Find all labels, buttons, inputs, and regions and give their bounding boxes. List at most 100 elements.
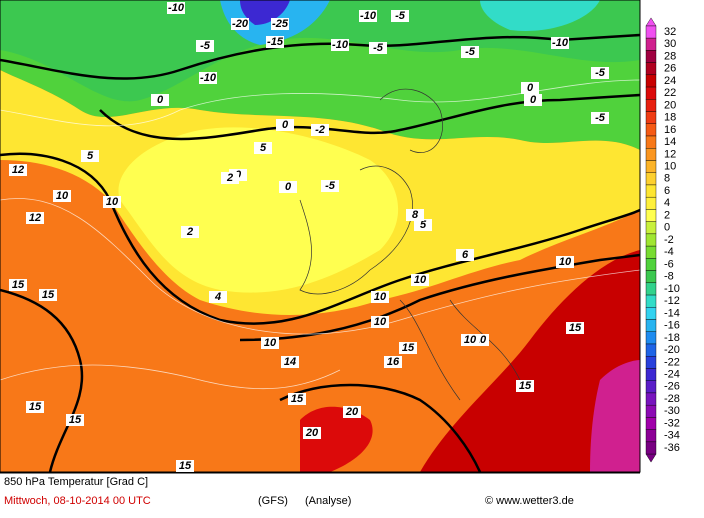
colorbar-label: -2	[664, 234, 674, 246]
colorbar-label: -18	[664, 332, 680, 344]
label-box	[196, 40, 214, 52]
colorbar-label: 18	[664, 112, 676, 124]
contour-label: 14	[284, 356, 296, 368]
label-box	[524, 94, 542, 106]
map	[0, 0, 641, 473]
label-box	[384, 356, 402, 368]
colorbar-label: -24	[664, 368, 680, 380]
colorbar-label: -22	[664, 356, 680, 368]
contour-label: 10	[414, 274, 427, 286]
colorbar-label: 26	[664, 63, 676, 75]
contour-label: -5	[200, 40, 211, 52]
contour-label: 0	[527, 82, 534, 94]
colorbar-box	[645, 429, 657, 443]
contour-label: 0	[285, 181, 292, 193]
label-box	[261, 337, 279, 349]
contour-label: 5	[420, 219, 427, 231]
contour-label: 0	[157, 94, 164, 106]
contour-label: 10	[374, 316, 387, 328]
contour-label: -20	[232, 18, 249, 30]
contour-label: -5	[595, 112, 606, 124]
colorbar-label: 10	[664, 160, 676, 172]
contour-label: 15	[402, 342, 415, 354]
colorbar-label: 32	[664, 26, 676, 38]
label-box	[516, 380, 534, 392]
contour-label: -2	[315, 124, 325, 136]
contour-label: 12	[12, 164, 24, 176]
colorbar-label: -28	[664, 393, 680, 405]
label-box	[66, 414, 84, 426]
label-box	[231, 18, 249, 30]
label-box	[406, 209, 424, 221]
map-frame	[0, 0, 641, 473]
colorbar-box	[645, 307, 657, 320]
colorbar-box	[645, 148, 657, 161]
colorbar-label: -4	[664, 246, 674, 258]
colorbar-label: 12	[664, 148, 676, 160]
colorbar-label: 14	[664, 136, 676, 148]
colorbar-label: -14	[664, 307, 680, 319]
contour-label: 8	[412, 209, 419, 221]
colorbar-arrow-bottom	[645, 453, 657, 463]
contour-label: 15	[69, 414, 82, 426]
contour-label: -5	[595, 67, 606, 79]
colorbar-box	[645, 417, 657, 430]
colorbar-label: 0	[664, 222, 670, 234]
contour-label: -10	[552, 37, 569, 49]
colorbar-box	[645, 233, 657, 247]
label-box	[209, 291, 227, 303]
label-box	[281, 356, 299, 368]
colorbar-box	[645, 50, 657, 63]
label-box	[591, 67, 609, 79]
colorbar-label: -20	[664, 344, 680, 356]
label-box	[271, 18, 289, 30]
colorbar-box	[645, 184, 657, 198]
contour-label: 15	[291, 393, 304, 405]
colorbar-box	[645, 86, 657, 100]
label-box	[456, 249, 474, 261]
colorbar-box	[645, 160, 657, 173]
colorbar-box	[645, 282, 657, 296]
contour-label: 5	[260, 142, 267, 154]
label-box	[331, 39, 349, 51]
contour-label: 12	[29, 212, 41, 224]
label-box	[254, 142, 272, 154]
hottest-region	[590, 360, 640, 472]
source: © www.wetter3.de	[485, 495, 574, 507]
colorbar-label: 24	[664, 75, 676, 87]
label-box	[276, 119, 294, 131]
contour-label: -15	[267, 36, 284, 48]
colorbar-box	[645, 221, 657, 235]
colorbar-box	[645, 404, 657, 418]
colorbar-box	[645, 25, 657, 39]
colorbar-box	[645, 135, 657, 149]
contour-label: 15	[569, 322, 582, 334]
contour-label: 0	[282, 119, 289, 131]
label-box	[103, 196, 121, 208]
contour-label: -25	[272, 18, 289, 30]
map-title: 850 hPa Temperatur [Grad C]	[4, 476, 148, 488]
contour-label: 15	[519, 380, 532, 392]
cold-pool	[480, 0, 600, 31]
label-box	[181, 226, 199, 238]
contour-label: -10	[360, 10, 377, 22]
colorbar-label: 8	[664, 173, 670, 185]
label-box	[53, 190, 71, 202]
colorbar-label: -12	[664, 295, 680, 307]
label-box	[279, 181, 297, 193]
label-box	[591, 112, 609, 124]
label-box	[461, 46, 479, 58]
contour-label: 16	[387, 356, 400, 368]
label-box	[566, 322, 584, 334]
colorbar-label: -30	[664, 405, 680, 417]
colorbar-box	[645, 356, 657, 369]
colorbar-box	[645, 99, 657, 112]
contour-label: 6	[462, 249, 469, 261]
contour-label: 15	[29, 401, 42, 413]
label-box	[26, 212, 44, 224]
label-box	[26, 401, 44, 413]
colorbar-box	[645, 123, 657, 137]
colorbar-label: -26	[664, 381, 680, 393]
contour-label: 15	[42, 289, 55, 301]
label-box	[521, 82, 539, 94]
